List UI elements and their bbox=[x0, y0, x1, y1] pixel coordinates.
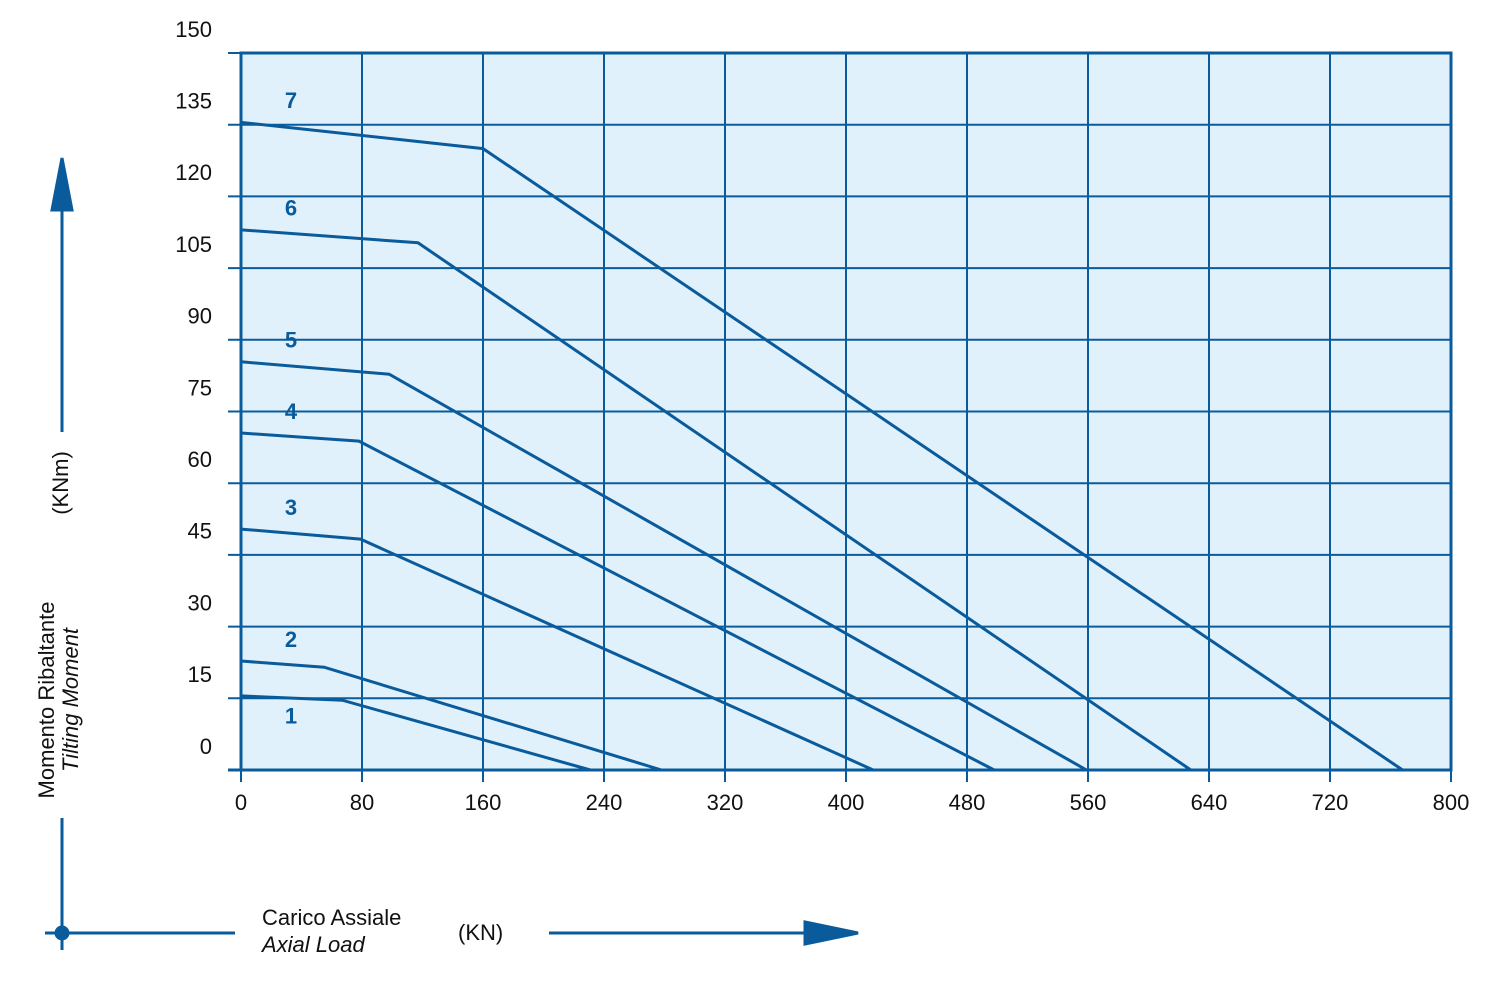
y-tick-label: 90 bbox=[188, 304, 212, 329]
y-tick-label: 0 bbox=[200, 734, 212, 759]
series-line bbox=[240, 120, 1404, 772]
x-tick-label: 800 bbox=[1433, 790, 1470, 815]
series-line bbox=[240, 659, 662, 772]
series-label: 1 bbox=[285, 704, 297, 729]
x-tick-label: 80 bbox=[350, 790, 374, 815]
y-unit: (KNm) bbox=[48, 451, 73, 515]
series-label: 4 bbox=[285, 399, 298, 424]
x-tick-label: 640 bbox=[1191, 790, 1228, 815]
y-tick-label: 120 bbox=[175, 160, 212, 185]
y-tick-label: 105 bbox=[175, 232, 212, 257]
series-line bbox=[240, 228, 1192, 772]
series-label: 5 bbox=[285, 328, 297, 353]
x-label: Axial Load bbox=[260, 932, 366, 957]
x-tick-label: 560 bbox=[1070, 790, 1107, 815]
series-line bbox=[240, 431, 995, 772]
y-tick-label: 150 bbox=[175, 17, 212, 42]
y-tick-label: 75 bbox=[188, 375, 212, 400]
x-tick-label: 320 bbox=[707, 790, 744, 815]
x-tick-label: 400 bbox=[828, 790, 865, 815]
y-label: Momento Ribaltante bbox=[34, 602, 59, 799]
series-label: 3 bbox=[285, 495, 297, 520]
series-label: 2 bbox=[285, 627, 297, 652]
series-label: 7 bbox=[285, 88, 297, 113]
y-title: Momento Ribaltante Tilting Moment bbox=[34, 602, 83, 799]
series-label: 6 bbox=[285, 196, 297, 221]
decor bbox=[45, 157, 859, 950]
y-tick-label: 30 bbox=[188, 590, 212, 615]
x-arrowhead bbox=[803, 920, 859, 946]
x-tick-label: 480 bbox=[949, 790, 986, 815]
plot-border bbox=[239, 51, 1453, 772]
x-tick-label: 160 bbox=[465, 790, 502, 815]
x-unit: (KN) bbox=[458, 920, 503, 945]
y-tick-label: 45 bbox=[188, 519, 212, 544]
y-tick-label: 60 bbox=[188, 447, 212, 472]
x-label: Carico Assiale bbox=[262, 905, 401, 930]
corner-dot bbox=[54, 925, 70, 941]
x-tick-label: 0 bbox=[235, 790, 247, 815]
y-tick-label: 135 bbox=[175, 89, 212, 114]
y-tick-label: 15 bbox=[188, 662, 212, 687]
series-line bbox=[240, 527, 874, 772]
x-tick-label: 720 bbox=[1312, 790, 1349, 815]
series-line bbox=[240, 694, 591, 772]
y-label: Tilting Moment bbox=[58, 627, 83, 772]
x-tick-label: 240 bbox=[586, 790, 623, 815]
y-arrowhead bbox=[50, 157, 74, 212]
series-line bbox=[240, 360, 1088, 772]
